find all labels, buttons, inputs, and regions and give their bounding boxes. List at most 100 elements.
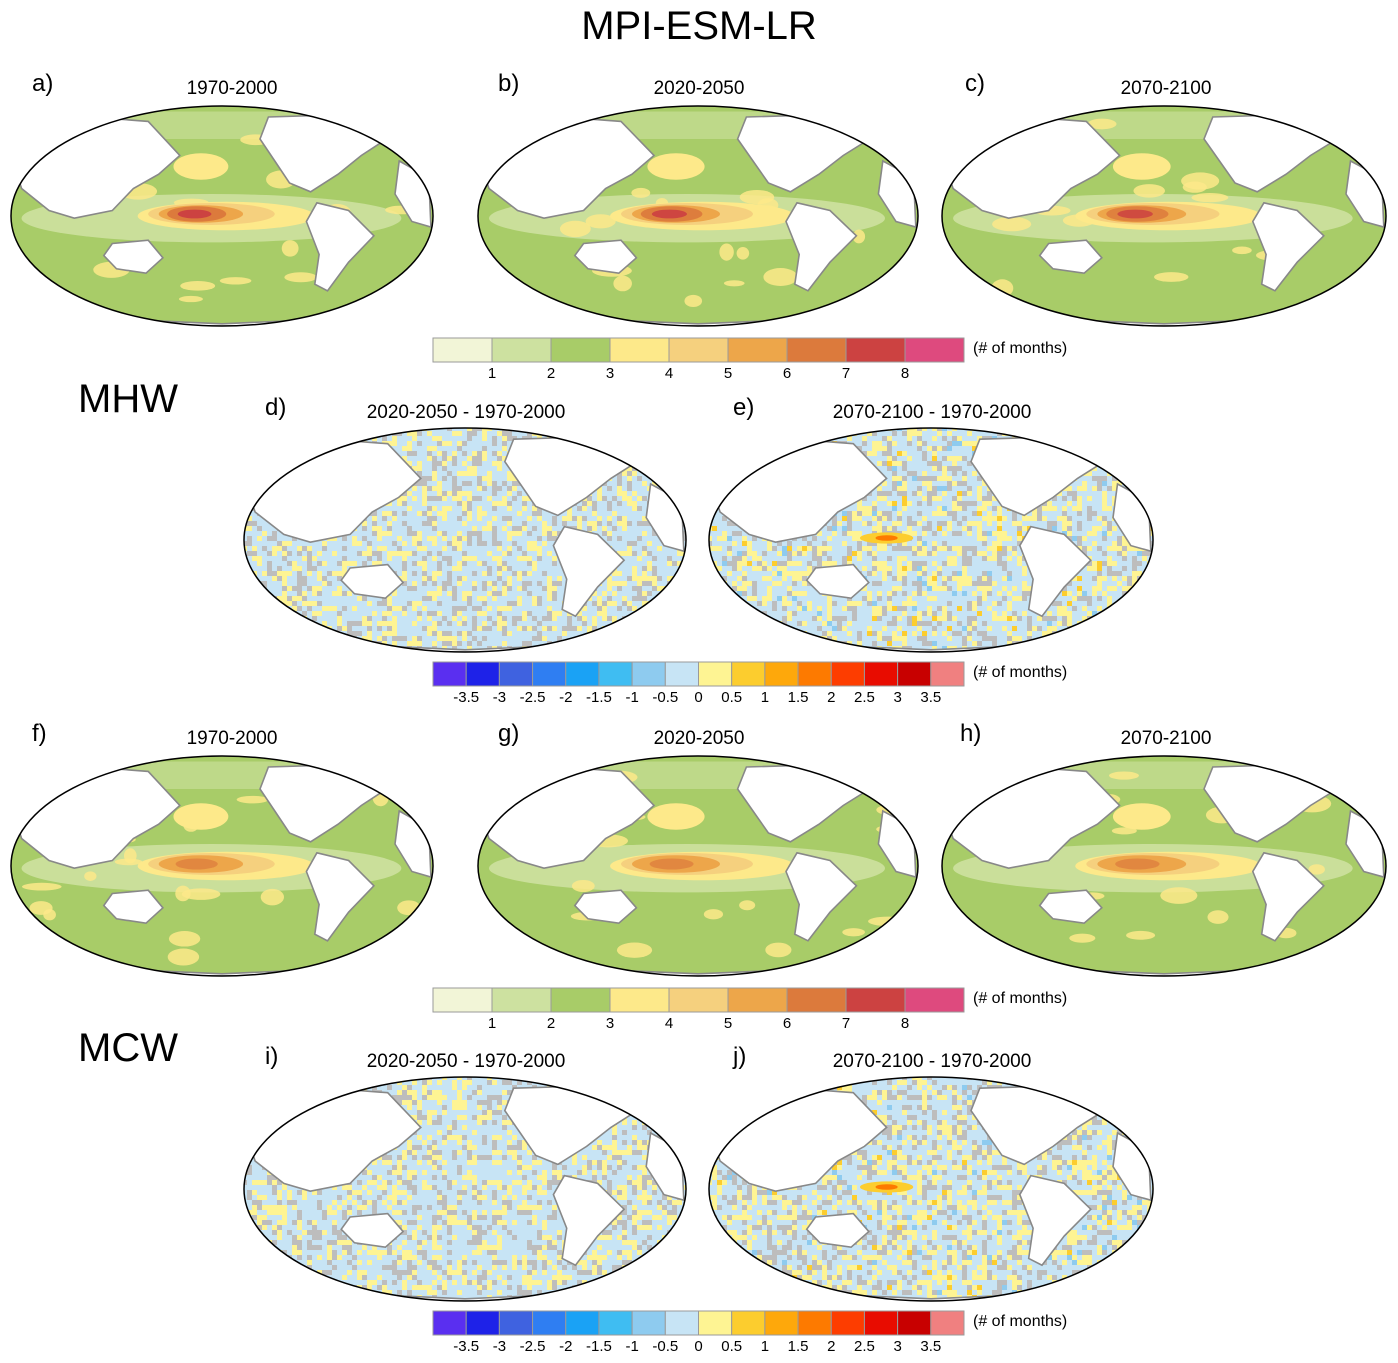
colorbar-mcw-diff <box>432 1310 965 1336</box>
colorbar-swatch <box>764 1310 799 1336</box>
colorbar-swatch <box>897 661 932 687</box>
colorbar-tick-label: -2.5 <box>519 689 546 706</box>
colorbar-swatch <box>631 1310 666 1336</box>
colorbar-swatch <box>432 661 467 687</box>
colorbar-tick-label: 3.5 <box>920 689 942 706</box>
panel-title: 1970-2000 <box>186 728 278 749</box>
colorbar-swatch <box>731 1310 766 1336</box>
colorbar-tick-label: -0.5 <box>652 689 679 706</box>
colorbar-tick-label: 2 <box>827 689 836 706</box>
colorbar-swatch <box>727 987 788 1013</box>
colorbar-swatch <box>786 987 847 1013</box>
colorbar-swatch <box>727 337 788 363</box>
colorbar-swatch <box>609 987 670 1013</box>
figure-title: MPI-ESM-LR <box>581 4 817 48</box>
map-j <box>708 1076 1154 1302</box>
panel-letter: d) <box>265 394 287 421</box>
colorbar-tick-label: 3 <box>605 1015 615 1032</box>
colorbar-swatch <box>845 337 906 363</box>
colorbar-tick-label: -1.5 <box>586 689 612 706</box>
colorbar-tick-label: 1 <box>760 689 770 706</box>
colorbar-tick-label: 2 <box>546 1015 556 1032</box>
colorbar-swatch <box>432 1310 467 1336</box>
colorbar-tick-label: -3.5 <box>453 689 480 706</box>
colorbar-swatch <box>904 337 965 363</box>
colorbar-swatch <box>532 661 567 687</box>
panel-title: 2020-2050 - 1970-2000 <box>366 1051 566 1072</box>
colorbar-tick-label: 3 <box>605 365 615 382</box>
colorbar-tick-label: 8 <box>900 365 910 382</box>
colorbar-swatch <box>465 661 500 687</box>
colorbar-tick-label: 3.5 <box>920 1338 942 1355</box>
panel-title: 2020-2050 - 1970-2000 <box>366 402 566 423</box>
colorbar-swatch <box>432 987 493 1013</box>
colorbar-swatch <box>698 661 733 687</box>
colorbar-swatch <box>550 337 611 363</box>
panel-letter: g) <box>498 720 520 747</box>
colorbar-tick-label: 2.5 <box>854 1338 875 1355</box>
colorbar-swatch <box>930 1310 965 1336</box>
colorbar-tick-label: 4 <box>664 1015 674 1032</box>
map-a <box>10 105 434 327</box>
colorbar-swatch <box>491 987 552 1013</box>
map-h <box>941 755 1387 977</box>
colorbar-tick-label: 1 <box>760 1338 770 1355</box>
map-d <box>243 427 687 653</box>
colorbar-swatch <box>550 987 611 1013</box>
panel-letter: c) <box>965 70 985 97</box>
panel-title: 1970-2000 <box>186 78 278 99</box>
colorbar-swatch <box>664 661 699 687</box>
panel-letter: a) <box>32 70 54 97</box>
colorbar-tick-label: 0.5 <box>721 1338 743 1355</box>
colorbar-swatch <box>845 987 906 1013</box>
panel-letter: f) <box>32 720 47 747</box>
colorbar-swatch <box>904 987 965 1013</box>
colorbar-swatch <box>930 661 965 687</box>
colorbar-swatch <box>432 337 493 363</box>
colorbar-tick-label: -3.5 <box>453 1338 480 1355</box>
colorbar-tick-label: 7 <box>841 1015 851 1032</box>
colorbar-mhw-abs <box>432 337 965 363</box>
colorbar-swatch <box>664 1310 699 1336</box>
colorbar-tick-label: -2.5 <box>519 1338 546 1355</box>
colorbar-unit-label: (# of months) <box>973 1313 1068 1330</box>
colorbar-unit-label: (# of months) <box>973 990 1068 1007</box>
colorbar-swatch <box>565 1310 600 1336</box>
colorbar-swatch <box>609 337 670 363</box>
colorbar-tick-label: 6 <box>782 365 792 382</box>
colorbar-tick-label: -1 <box>625 689 639 706</box>
panel-letter: i) <box>265 1043 279 1070</box>
panel-title: 2020-2050 <box>653 728 745 749</box>
colorbar-tick-label: 2.5 <box>854 689 875 706</box>
colorbar-swatch <box>668 337 729 363</box>
section-label-mcw: MCW <box>78 1026 178 1070</box>
panel-title: 2070-2100 <box>1120 78 1212 99</box>
colorbar-tick-label: -2 <box>559 1338 573 1355</box>
colorbar-swatch <box>498 661 534 687</box>
colorbar-tick-label: 1 <box>487 1015 497 1032</box>
colorbar-tick-label: 3 <box>893 1338 902 1355</box>
colorbar-mcw-abs <box>432 987 965 1013</box>
colorbar-swatch <box>498 1310 534 1336</box>
colorbar-swatch <box>465 1310 500 1336</box>
colorbar-tick-label: -1.5 <box>586 1338 612 1355</box>
colorbar-tick-label: 1 <box>487 365 497 382</box>
colorbar-swatch <box>797 1310 832 1336</box>
colorbar-tick-label: 4 <box>664 365 674 382</box>
colorbar-swatch <box>598 661 633 687</box>
panel-title: 2070-2100 - 1970-2000 <box>832 402 1032 423</box>
colorbar-tick-label: 5 <box>723 365 733 382</box>
colorbar-tick-label: 6 <box>782 1015 792 1032</box>
colorbar-tick-label: 8 <box>900 1015 910 1032</box>
panel-title: 2070-2100 <box>1120 728 1212 749</box>
colorbar-tick-label: 7 <box>841 365 851 382</box>
colorbar-tick-label: 0.5 <box>721 689 743 706</box>
colorbar-tick-label: 5 <box>723 1015 733 1032</box>
colorbar-swatch <box>863 661 899 687</box>
colorbar-tick-label: -3 <box>492 1338 507 1355</box>
colorbar-swatch <box>830 661 865 687</box>
colorbar-tick-label: -0.5 <box>652 1338 679 1355</box>
colorbar-swatch <box>565 661 600 687</box>
colorbar-tick-label: -1 <box>625 1338 639 1355</box>
colorbar-swatch <box>491 337 552 363</box>
